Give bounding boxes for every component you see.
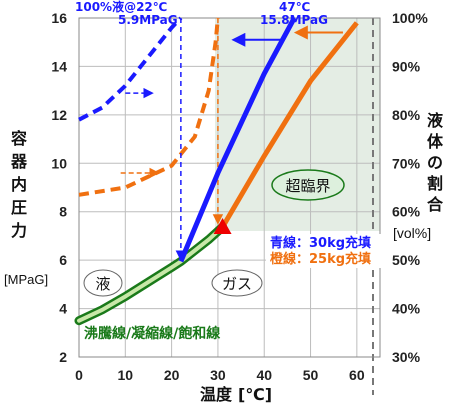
y2-tick-labels: 30% 40% 50% 60% 70% 80% 90% 100% [392, 10, 428, 365]
x-tick-0: 0 [75, 367, 83, 383]
y2-label-char-2: の [427, 153, 443, 172]
supercritical-oval [271, 169, 345, 201]
y-tick-10: 10 [51, 155, 67, 171]
legend-entry-1: 橙線：25kg充填 [270, 251, 371, 267]
y-label-char-2: 内 [11, 175, 27, 194]
x-tick-60: 60 [349, 367, 365, 383]
y-tick-8: 8 [59, 204, 67, 220]
y-tick-6: 6 [59, 252, 67, 268]
blue-top-label-2: 5.9MPaG [118, 13, 178, 27]
blue-pressure-line [178, 16, 297, 263]
y-label-char-3: 圧 [11, 198, 27, 217]
saturation-curve-inner [77, 225, 225, 323]
y2-label-char-1: 体 [427, 132, 444, 151]
y2-tick-2: 50% [392, 252, 421, 268]
y2-tick-0: 30% [392, 349, 421, 365]
blue-point-label-1: 47℃ [279, 0, 310, 14]
blue-top-label-1: 100%液@22℃ [75, 0, 167, 14]
y2-label-char-0: 液 [427, 111, 444, 130]
legend-entry-0: 青線：30kg充填 [270, 235, 371, 251]
x-axis-label: 温度 [199, 385, 233, 404]
y-label-char-4: 力 [11, 221, 27, 240]
supercritical-label: 超臨界 [285, 177, 330, 195]
orange-liquid-fraction-line [78, 17, 220, 197]
x-tick-40: 40 [256, 367, 272, 383]
y-tick-12: 12 [51, 107, 67, 123]
y-tick-2: 2 [59, 349, 67, 365]
y-tick-labels: 2 4 6 8 10 12 14 16 [51, 10, 67, 365]
x-tick-10: 10 [118, 367, 134, 383]
y2-label-char-4: 合 [427, 195, 444, 214]
x-tick-50: 50 [303, 367, 319, 383]
gas-oval [211, 269, 263, 297]
x-tick-30: 30 [210, 367, 226, 383]
y2-label-char-3: 割 [427, 174, 443, 193]
gas-label: ガス [222, 275, 252, 293]
orange-pressure-line [220, 21, 359, 229]
y-tick-16: 16 [51, 10, 67, 26]
y-axis-unit: [MPaG] [4, 272, 48, 287]
y-tick-14: 14 [51, 58, 67, 74]
x-tick-labels: 0 10 20 30 40 50 60 [75, 367, 365, 383]
y2-tick-1: 40% [392, 301, 421, 317]
y2-tick-3: 60% [392, 204, 421, 220]
x-axis-unit: [℃] [238, 385, 272, 404]
chart-marks [74, 16, 359, 326]
plot-frame [78, 17, 381, 358]
x-axis-title: 温度 [℃] [199, 385, 272, 404]
blue-top-annotation: 100%液@22℃ 5.9MPaG [75, 0, 178, 27]
y-label-char-1: 器 [10, 152, 28, 171]
legend-box [266, 234, 382, 268]
blue-point-label-2: 15.8MPaG [260, 13, 328, 27]
y2-tick-7: 100% [392, 10, 428, 26]
critical-point-marker [213, 217, 232, 234]
y2-tick-4: 70% [392, 155, 421, 171]
blue-liquid-fraction-line [78, 16, 183, 122]
liquid-oval [83, 269, 123, 297]
x-tick-20: 20 [164, 367, 180, 383]
y2-axis-unit: [vol%] [393, 225, 431, 241]
y2-tick-5: 80% [392, 107, 421, 123]
blue-point-annotation: 47℃ 15.8MPaG [260, 0, 328, 27]
liquid-label: 液 [95, 275, 110, 293]
y2-tick-6: 90% [392, 58, 421, 74]
saturation-curve-label: 沸騰線/凝縮線/飽和線 [84, 325, 220, 342]
y-label-char-0: 容 [10, 129, 27, 148]
y-tick-4: 4 [59, 301, 67, 317]
